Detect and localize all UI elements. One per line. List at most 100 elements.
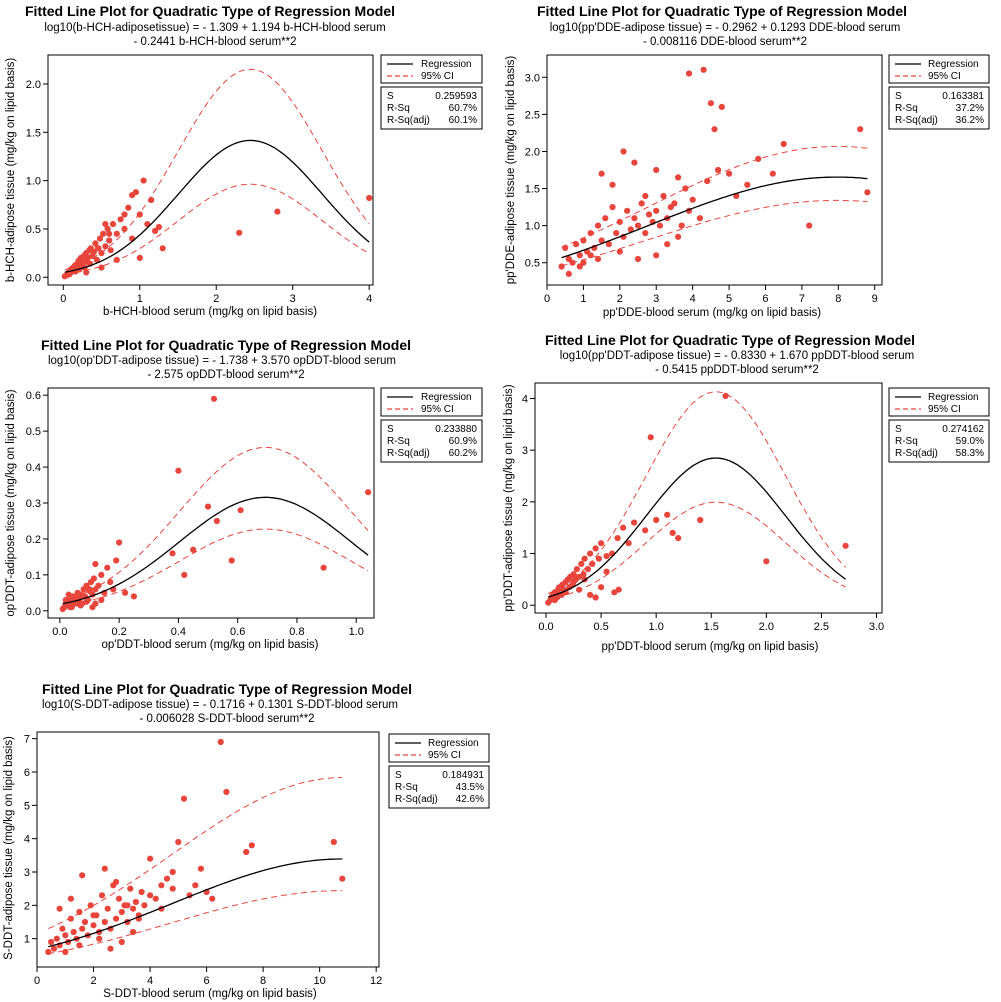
plot-marks: 0 1 2 3 4 5 6 7 8 9 0.5 1.0 1.5 2.0 2.5 3.0 [525,66,878,305]
legend-box: Regression 95% CI [888,387,990,417]
y-tick-label: 0.5 [26,224,41,236]
data-point [237,507,244,514]
regression-equation-line-2: - 0.008116 DDE-blood serum**2 [643,36,807,48]
data-point [558,263,565,270]
data-point [53,935,60,942]
data-point [65,591,72,598]
regression-equation-line-2: - 0.2441 b-HCH-blood serum**2 [134,36,297,48]
data-point [664,511,671,518]
data-point [90,912,97,919]
data-point [217,738,224,746]
stats-frame [380,419,483,463]
data-point [96,235,104,242]
ci-lower-line [561,199,868,267]
plot-marks: 0.0 0.2 0.4 0.6 0.8 1.0 0.0 0.1 0.2 0.3 0.4 0.5 0.6 [26,390,372,638]
data-point [675,233,682,240]
regression-line [561,176,868,259]
x-tick-label: 12 [370,975,382,987]
data-point [90,922,97,929]
x-tick-label: 4 [690,293,696,305]
regression-equation-line-2: - 0.006028 S-DDT-blood serum**2 [139,713,314,725]
legend-box: Regression 95% CI [388,733,490,763]
data-point [664,241,671,248]
y-tick-label: 1 [522,549,528,561]
data-point [59,925,66,932]
data-point [169,868,176,876]
x-tick-label: 0.2 [111,626,126,638]
stats-frame [380,86,483,130]
plot-marks: 0 1 2 3 4 0.0 0.5 1.0 1.5 2.0 [26,68,373,305]
y-tick-label: 3.0 [525,72,540,84]
data-point [140,177,147,184]
data-point [570,571,577,578]
data-point [689,196,696,203]
data-point [45,948,52,956]
data-point [100,230,107,237]
data-point [104,225,111,232]
data-point [113,915,120,922]
data-point [62,948,69,956]
x-tick-label: 1.0 [649,621,664,633]
data-point [642,527,649,534]
data-point [700,66,707,73]
data-point [67,895,74,902]
regression-equation-line-1: log10(pp'DDE-adipose tissue) = - 0.2962 … [550,22,901,34]
stat-rsq-adj-label: R-Sq(adj) [895,448,938,459]
x-tick-label: 5 [726,293,732,305]
y-tick-label: 1.5 [525,184,540,196]
chart-svg-op-ddt: Fitted Line Plot for Quadratic Type of R… [5,337,483,651]
data-point [113,878,120,886]
legend-ci-label: 95% CI [928,71,961,82]
data-point [50,945,58,952]
data-point [570,578,577,586]
data-point [118,908,125,916]
data-point [769,170,776,177]
data-point [106,237,113,244]
data-point [141,902,148,909]
data-point [132,898,139,906]
data-point [190,546,197,553]
legend-ci-label: 95% CI [421,404,454,415]
data-point [210,395,218,402]
y-tick-label: 2.0 [525,146,540,158]
data-point [192,882,199,889]
data-point [594,222,602,229]
x-tick-label: 2.0 [759,621,774,633]
regression-line [48,858,343,948]
x-tick-label: 0 [34,975,40,987]
data-point [704,178,711,185]
data-point [248,842,255,849]
data-point [136,254,143,261]
chart-title: Fitted Line Plot for Quadratic Type of R… [41,337,411,353]
stat-rsq-label: R-Sq [395,782,418,793]
regression-line [547,457,846,598]
stats-box: S 0.259593 R-Sq 60.7% R-Sq(adj) 60.1% [380,86,483,130]
data-point [175,467,182,474]
legend-regression-label: Regression [428,738,479,749]
data-point [122,589,129,596]
regression-equation-line-1: log10(op'DDT-adipose tissue) = - 1.738 +… [48,355,396,367]
legend-box: Regression 95% CI [380,387,483,417]
legend-ci-label: 95% CI [928,404,961,415]
stats-frame [888,86,990,130]
data-point [660,192,667,200]
data-point [124,902,131,909]
data-point [603,553,610,560]
y-tick-label: 0.2 [26,534,41,546]
data-point [102,221,109,228]
data-point [653,252,660,259]
stat-rsq-adj-label: R-Sq(adj) [387,448,430,459]
chart-svg-pp-dde: Fitted Line Plot for Quadratic Type of R… [505,3,990,319]
data-point [842,542,849,549]
x-axis-label: pp'DDE-blood serum (mg/kg on lipid basis… [603,307,821,319]
data-point [62,932,69,939]
legend-regression-label: Regression [421,59,472,70]
chart-panel-op-ddt: Fitted Line Plot for Quadratic Type of R… [0,335,500,665]
regression-line [62,496,369,605]
data-point [584,566,591,573]
data-point [181,571,188,578]
data-point [81,918,89,926]
stat-rsq-value: 43.5% [456,782,484,793]
data-point [722,392,729,399]
